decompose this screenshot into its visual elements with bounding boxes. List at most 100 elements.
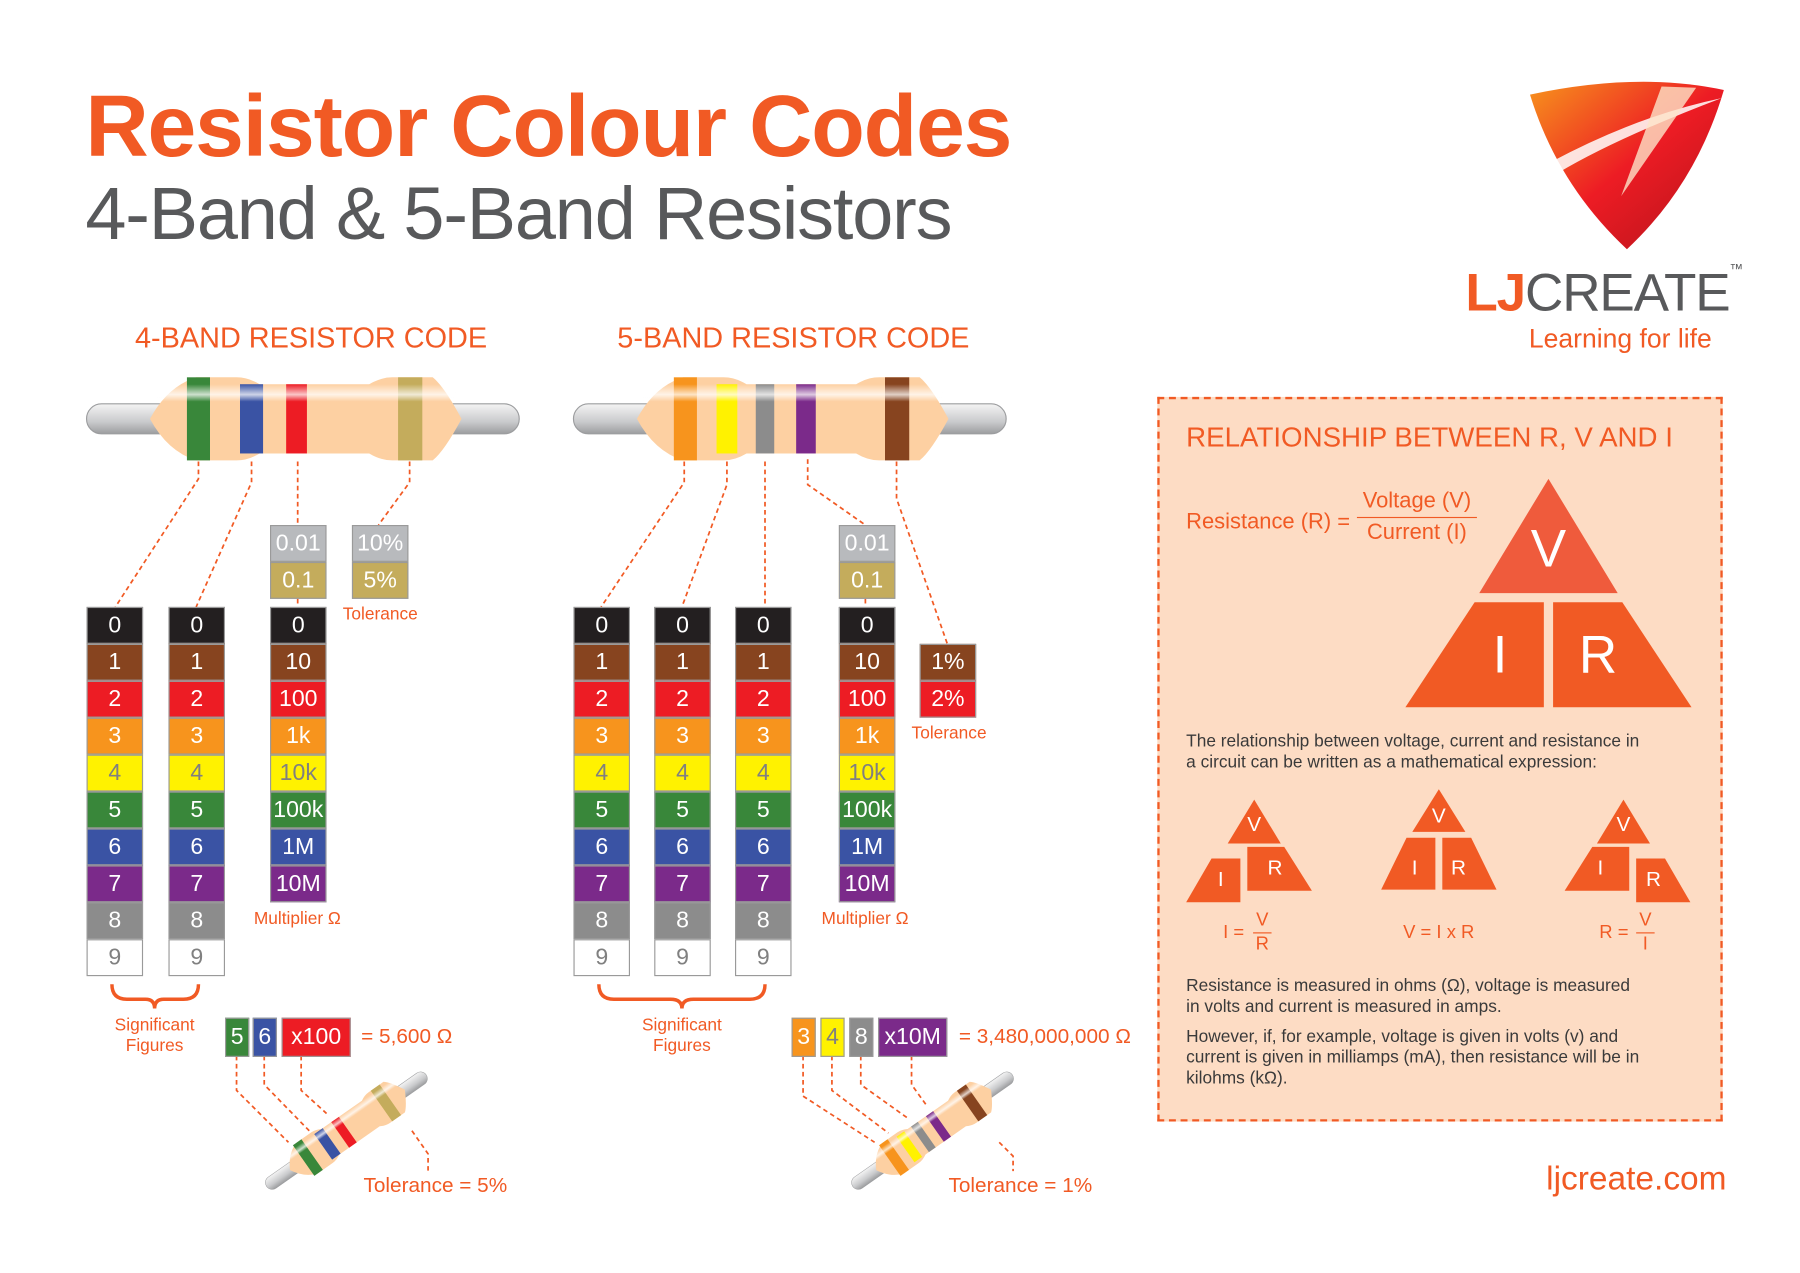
five-band-digit-tile: 5: [573, 791, 631, 829]
triangle-r-label: R: [1578, 624, 1618, 685]
small-triangle-label: I: [1411, 856, 1418, 880]
four-band-example-band: 5: [225, 1017, 250, 1057]
five-band-digit-tile: 1: [654, 643, 711, 681]
five-band-digit-tile: 9: [573, 939, 631, 977]
five-band-digit-tile: 4: [735, 754, 792, 792]
small-triangle-label: R: [1267, 856, 1283, 880]
four-band-digit-tile: 9: [168, 939, 226, 977]
four-band-example-band: x100: [281, 1017, 351, 1057]
five-band-multiplier-label: Multiplier Ω: [821, 909, 909, 929]
relationship-note-kilohms: However, if, for example, voltage is giv…: [1186, 1026, 1640, 1089]
five-band-multiplier-tile: 100k: [838, 791, 896, 829]
relationship-intro: The relationship between voltage, curren…: [1186, 731, 1640, 772]
five-band-digit-tile: 9: [735, 939, 792, 977]
four-band-multiplier-tile: 100k: [270, 791, 327, 829]
four-band-digit-tile: 7: [168, 865, 226, 903]
five-band-digit-tile: 0: [654, 606, 711, 644]
formula-lhs: Resistance (R) =: [1186, 510, 1351, 535]
four-band-digit-tile: 1: [86, 643, 144, 681]
five-band-example-resistor: [851, 1071, 1014, 1190]
brand-lj: LJ: [1465, 261, 1526, 322]
small-triangle-label: R: [1645, 867, 1661, 891]
four-band-heading: 4-BAND RESISTOR CODE: [135, 321, 488, 355]
brand-tagline: Learning for life: [1528, 323, 1712, 354]
main-vir-triangle: [1405, 478, 1692, 708]
leader-lines: [114, 459, 1014, 1172]
four-band-digit-tile: 3: [168, 717, 226, 755]
four-band-digit-tile: 7: [86, 865, 144, 903]
triangle-v-label: V: [1530, 518, 1567, 579]
significant-figures-braces: [110, 984, 767, 1009]
five-band-multiplier-tile-fraction: 0.1: [838, 561, 896, 599]
brand-create: CREATE: [1525, 261, 1731, 322]
five-band-digit-tile: 0: [573, 606, 631, 644]
five-band-digit-tile: 7: [735, 865, 792, 903]
relationship-note-units: Resistance is measured in ohms (Ω), volt…: [1186, 976, 1631, 1017]
five-band-example-band: 4: [820, 1017, 845, 1057]
four-band-tolerance-label: Tolerance: [342, 604, 418, 625]
trademark: ™: [1729, 260, 1743, 277]
five-band-example-band: 8: [849, 1017, 874, 1057]
four-band-digit-tile: 0: [168, 606, 226, 644]
four-band-multiplier-tile: 0: [270, 606, 327, 644]
four-band-digit-tile: 8: [86, 902, 144, 940]
small-triangle-label: I: [1217, 867, 1224, 891]
five-band-digit-tile: 6: [735, 828, 792, 866]
website-link[interactable]: ljcreate.com: [1546, 1160, 1727, 1198]
shield-logo-icon: [1530, 81, 1724, 250]
small-triangle-label: I: [1597, 856, 1604, 880]
four-band-multiplier-tile: 1M: [270, 828, 327, 866]
four-band-tolerance-tile: 10%: [351, 525, 409, 562]
five-band-digit-tile: 1: [573, 643, 631, 681]
four-band-digit-tile: 5: [168, 791, 226, 829]
four-band-multiplier-tile: 1k: [270, 717, 327, 755]
formula-v: V = I x R: [1403, 923, 1475, 943]
five-band-digit-tile: 8: [573, 902, 631, 940]
five-band-example-band: x10M: [878, 1017, 948, 1057]
four-band-digit-tile: 1: [168, 643, 226, 681]
five-band-example-result: = 3,480,000,000 Ω: [958, 1024, 1131, 1048]
small-triangle-i: [1186, 799, 1312, 903]
five-band-tolerance-tile: 1%: [919, 643, 977, 681]
five-band-significant-label: Significant Figures: [641, 1015, 722, 1056]
small-triangle-label: V: [1431, 804, 1446, 828]
five-band-digit-tile: 4: [654, 754, 711, 792]
five-band-digit-tile: 6: [654, 828, 711, 866]
formula-r-lhs: R =: [1599, 923, 1629, 943]
four-band-digit-tile: 8: [168, 902, 226, 940]
five-band-digit-tile: 2: [654, 680, 711, 718]
small-triangle-label: V: [1247, 812, 1262, 836]
small-triangle-label: R: [1450, 856, 1466, 880]
five-band-digit-tile: 9: [654, 939, 711, 977]
five-band-digit-tile: 8: [735, 902, 792, 940]
five-band-digit-tile: 8: [654, 902, 711, 940]
five-band-digit-tile: 5: [735, 791, 792, 829]
small-triangle-r: [1564, 799, 1691, 903]
four-band-digit-tile: 2: [86, 680, 144, 718]
five-band-digit-tile: 3: [735, 717, 792, 755]
five-band-multiplier-tile: 1k: [838, 717, 896, 755]
five-band-digit-tile: 0: [735, 606, 792, 644]
four-band-multiplier-tile: 10: [270, 643, 327, 681]
relationship-heading: RELATIONSHIP BETWEEN R, V AND I: [1186, 422, 1673, 454]
four-band-digit-tile: 6: [168, 828, 226, 866]
four-band-example-result: = 5,600 Ω: [361, 1024, 453, 1048]
five-band-multiplier-tile: 10: [838, 643, 896, 681]
five-band-digit-tile: 3: [573, 717, 631, 755]
page-subtitle: 4-Band & 5-Band Resistors: [85, 171, 952, 256]
small-triangle-label: V: [1616, 812, 1631, 836]
five-band-digit-tile: 2: [573, 680, 631, 718]
formula-numerator: Voltage (V): [1362, 489, 1472, 514]
four-band-resistor: [85, 377, 520, 461]
four-band-digit-tile: 9: [86, 939, 144, 977]
five-band-resistor: [572, 377, 1007, 461]
formula-fraction: Voltage (V) Current (I): [1356, 489, 1477, 546]
five-band-tolerance-label: Tolerance: [911, 723, 987, 744]
four-band-digit-tile: 5: [86, 791, 144, 829]
five-band-digit-tile: 7: [573, 865, 631, 903]
four-band-multiplier-tile: 100: [270, 680, 327, 718]
